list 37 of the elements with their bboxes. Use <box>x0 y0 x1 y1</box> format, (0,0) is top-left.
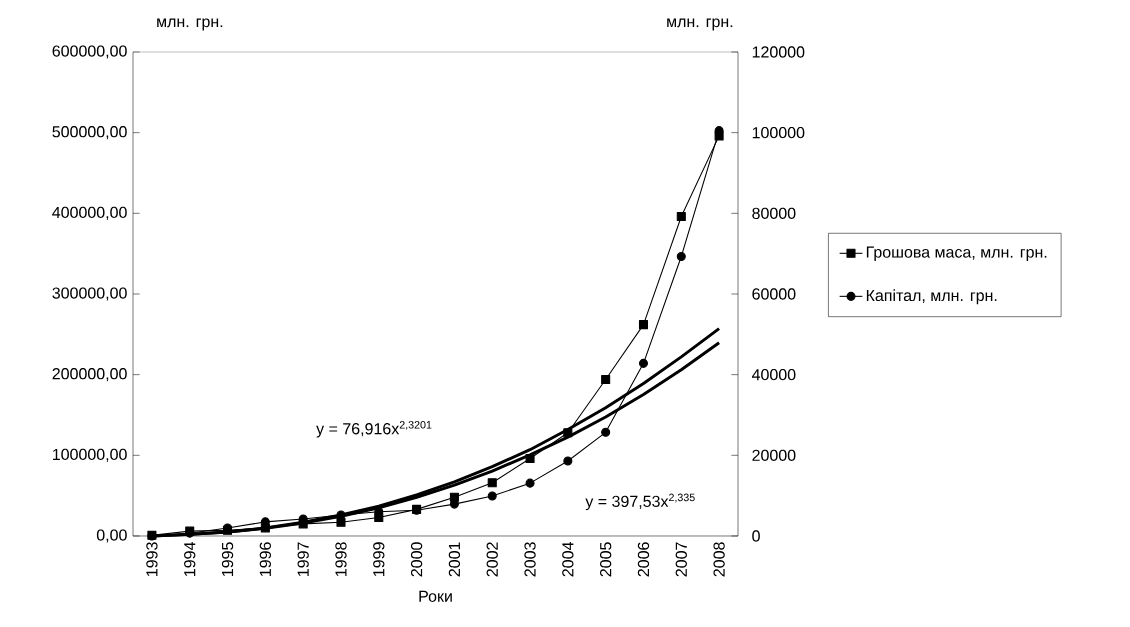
x-tick-label: 2007 <box>675 542 687 577</box>
y-tick-label: 200000,00 <box>52 368 127 382</box>
x-tick-label: 1995 <box>221 542 234 576</box>
y-tick-label: 500000,00 <box>52 126 127 140</box>
y2-tick-label: 40000 <box>751 368 796 381</box>
x-tick-label: 1998 <box>335 542 347 576</box>
y-tick-label: 600000,00 <box>52 45 127 59</box>
y2-tick-label: 60000 <box>752 288 796 300</box>
y2-axis-title: млн. грн. <box>667 18 733 31</box>
x-tick-label: 1997 <box>297 542 309 576</box>
x-tick-label: 2000 <box>410 542 423 577</box>
legend-label: Грошова маса, млн. грн. <box>866 246 1047 261</box>
x-tick-label: 2006 <box>637 542 650 577</box>
x-tick-label: 1994 <box>184 542 196 576</box>
x-tick-label: 1993 <box>146 542 158 576</box>
legend-label: Капітал, млн. грн. <box>866 289 997 305</box>
y2-tick-label: 100000 <box>752 127 805 139</box>
y-axis-title: млн. грн. <box>157 18 223 31</box>
y-tick-label: 400000,00 <box>52 206 127 220</box>
y2-tick-label: 120000 <box>752 46 805 58</box>
x-tick-label: 1999 <box>373 542 385 576</box>
x-tick-label: 2001 <box>448 542 461 577</box>
y-tick-label: 300000,00 <box>52 287 127 301</box>
annotation: y = 76,916x$^{2,3201}$ <box>316 421 432 438</box>
x-tick-label: 2008 <box>713 542 725 577</box>
x-tick-label: 2004 <box>562 542 574 577</box>
y-tick-label: 100000,00 <box>52 448 127 462</box>
y-tick-label: 0,00 <box>96 529 127 543</box>
x-tick-label: 1996 <box>259 542 272 576</box>
x-tick-label: 2005 <box>600 542 612 577</box>
y2-tick-label: 20000 <box>752 449 796 461</box>
y2-tick-label: 80000 <box>752 207 796 219</box>
x-tick-label: 2003 <box>524 542 536 577</box>
y2-tick-label: 0 <box>752 530 760 542</box>
x-axis-title: Роки <box>419 590 452 602</box>
annotation: y = 397,53x$^{2,335}$ <box>585 493 695 511</box>
x-tick-label: 2002 <box>486 542 498 577</box>
